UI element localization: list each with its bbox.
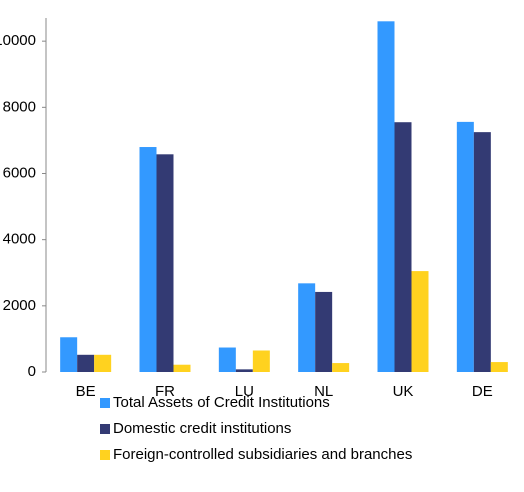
x-tick-label: BE <box>76 383 96 400</box>
x-tick-label: FR <box>155 383 175 400</box>
y-tick-label: 8000 <box>3 98 36 115</box>
legend-swatch <box>100 450 110 460</box>
bar <box>77 354 95 372</box>
bar <box>394 122 412 372</box>
x-tick-label: DE <box>472 383 493 400</box>
legend-swatch <box>100 424 110 434</box>
y-tick-label: 4000 <box>3 231 36 248</box>
bar <box>156 154 174 372</box>
y-tick-label: 10000 <box>0 32 36 49</box>
bar <box>473 132 491 372</box>
x-tick-label: NL <box>314 383 333 400</box>
legend-swatch <box>100 398 110 408</box>
bar <box>173 364 191 372</box>
bar <box>298 283 316 372</box>
bar <box>456 121 474 372</box>
bar <box>377 21 395 372</box>
legend-label: Foreign-controlled subsidiaries and bran… <box>113 446 412 463</box>
legend-label: Domestic credit institutions <box>113 420 291 437</box>
legend-label: Total Assets of Credit Institutions <box>113 394 330 411</box>
bar <box>490 362 508 372</box>
y-tick-label: 0 <box>28 363 36 380</box>
bar <box>411 271 429 372</box>
bar <box>218 347 236 372</box>
bar <box>60 337 78 372</box>
x-tick-label: UK <box>393 383 414 400</box>
bar <box>235 369 253 372</box>
bar <box>315 291 333 372</box>
y-tick-label: 2000 <box>3 297 36 314</box>
bar <box>94 354 112 372</box>
bar <box>252 350 270 372</box>
bar <box>332 363 350 372</box>
x-tick-label: LU <box>235 383 254 400</box>
y-tick-label: 6000 <box>3 164 36 181</box>
bar <box>139 147 157 372</box>
